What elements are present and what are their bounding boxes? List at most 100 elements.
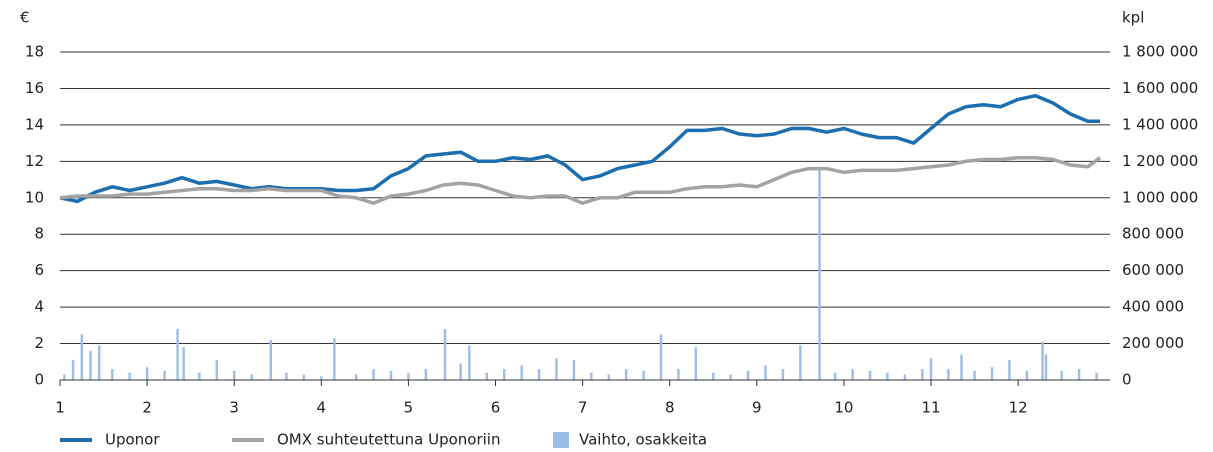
volume-bar — [269, 339, 272, 380]
x-tick-label: 4 — [317, 399, 327, 417]
volume-bar — [834, 372, 837, 380]
volume-bar — [1060, 370, 1063, 380]
y-tick-label: 2 — [34, 334, 44, 352]
volume-bar — [215, 359, 218, 380]
volume-bar — [1008, 359, 1011, 380]
volume-bar — [285, 372, 288, 380]
volume-bar — [71, 359, 75, 380]
line — [59, 93, 1100, 204]
y-tick-label: 8 — [34, 225, 44, 243]
volume-bar — [145, 367, 149, 380]
y2-tick-label: 1 000 000 — [1122, 188, 1198, 206]
x-tick-label: 1 — [55, 399, 65, 417]
volume-bar — [1025, 370, 1029, 380]
legend-label: Vaihto, osakkeita — [579, 431, 707, 449]
volume-bar — [590, 372, 593, 380]
volume-bar — [642, 370, 645, 380]
volume-bar — [485, 372, 489, 380]
x-tick-label: 8 — [665, 399, 675, 417]
volume-bar — [1041, 341, 1044, 380]
volume-bar — [250, 374, 253, 380]
x-tick-label: 6 — [491, 399, 501, 417]
volume-bar — [97, 345, 101, 380]
volume-bar — [886, 372, 889, 380]
volume-bar — [607, 374, 610, 380]
y2-tick-label: 1 400 000 — [1122, 115, 1198, 133]
volume-bar — [947, 369, 950, 380]
volume-bar — [182, 347, 185, 380]
y-tick-label: 16 — [25, 79, 44, 97]
x-tick-label: 12 — [1009, 399, 1028, 417]
volume-bar — [443, 328, 447, 380]
volume-bar — [799, 345, 802, 380]
y2-tick-label: 400 000 — [1122, 298, 1184, 316]
volume-bar — [89, 350, 92, 380]
volume-bar — [111, 369, 114, 380]
x-tick-label: 5 — [404, 399, 414, 417]
volume-bar — [1095, 372, 1098, 380]
y-unit: € — [20, 9, 30, 27]
volume-bar — [764, 365, 767, 380]
volume-bar — [520, 365, 523, 380]
y2-tick-label: 0 — [1122, 371, 1132, 389]
volume-bar — [198, 372, 201, 380]
y-tick-label: 10 — [25, 188, 44, 206]
volume-bar — [781, 369, 785, 380]
volume-bar — [320, 376, 323, 380]
y2-unit: kpl — [1122, 9, 1144, 27]
volume-bar — [407, 372, 410, 380]
x-tick-label: 3 — [229, 399, 239, 417]
volume-bar — [903, 374, 907, 380]
volume-bar — [1077, 369, 1081, 380]
volume-bar — [389, 370, 393, 380]
y2-tick-label: 600 000 — [1122, 261, 1184, 279]
volume-bar — [712, 372, 715, 380]
x-tick-label: 11 — [921, 399, 940, 417]
y-tick-label: 6 — [34, 261, 44, 279]
volume-bar — [233, 370, 236, 380]
volume-bar — [818, 166, 821, 380]
volume-bar — [960, 354, 963, 380]
x-tick-label: 7 — [578, 399, 588, 417]
volume-bar — [929, 358, 933, 380]
volume-bar — [176, 328, 179, 380]
volume-bar — [163, 370, 166, 380]
volume-bar — [63, 374, 66, 380]
legend-label: OMX suhteutettuna Uponoriin — [277, 431, 500, 449]
volume-bar — [851, 369, 854, 380]
x-tick-label: 9 — [752, 399, 762, 417]
volume-bar — [572, 359, 576, 380]
volume-bar — [868, 370, 872, 380]
volume-bar — [1044, 354, 1048, 380]
y2-tick-label: 800 000 — [1122, 225, 1184, 243]
y-tick-label: 18 — [25, 43, 44, 61]
volume-bar — [694, 347, 698, 380]
y-tick-label: 12 — [25, 152, 44, 170]
x-tick-label: 10 — [834, 399, 853, 417]
volume-bar — [468, 345, 471, 380]
legend-swatch — [553, 432, 569, 448]
volume-bar — [80, 334, 83, 380]
volume-bar — [459, 363, 462, 380]
y2-tick-label: 200 000 — [1122, 334, 1184, 352]
volume-bar — [624, 369, 628, 380]
volume-bar — [424, 369, 428, 380]
y2-tick-label: 1 800 000 — [1122, 43, 1198, 61]
y-tick-label: 14 — [25, 115, 44, 133]
volume-bar — [973, 370, 976, 380]
line — [59, 155, 1102, 205]
volume-bar — [128, 372, 131, 380]
y2-tick-label: 1 600 000 — [1122, 79, 1198, 97]
volume-bar — [537, 369, 541, 380]
volume-bar — [333, 338, 336, 380]
legend-label: Uponor — [105, 431, 160, 449]
volume-bar — [921, 369, 924, 380]
y-tick-label: 4 — [34, 298, 44, 316]
volume-bar — [372, 369, 375, 380]
x-tick-label: 2 — [142, 399, 152, 417]
volume-bar — [746, 370, 750, 380]
volume-bar — [659, 334, 663, 380]
volume-bar — [729, 374, 732, 380]
volume-bar — [302, 374, 306, 380]
